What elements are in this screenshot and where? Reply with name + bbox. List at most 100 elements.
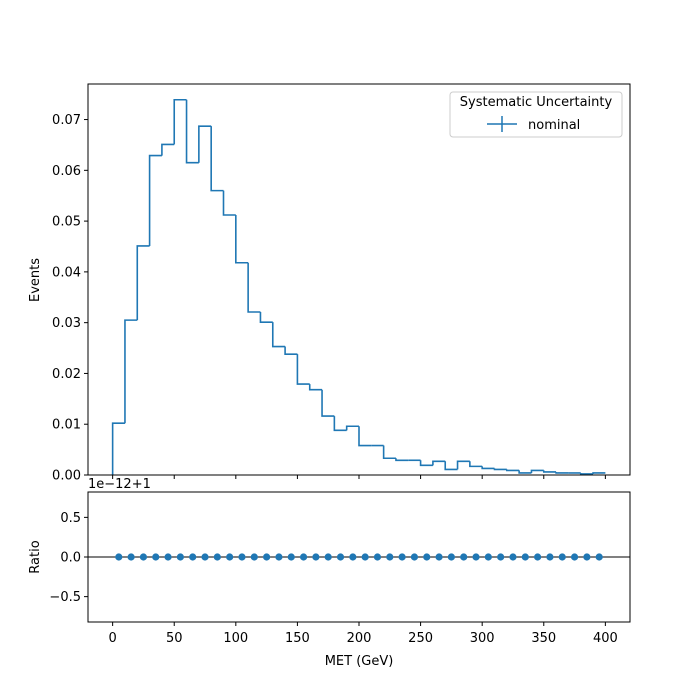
histogram-bin-29 — [469, 461, 483, 468]
ratio-point-8 — [213, 553, 221, 561]
ratio-y-tick-label: 0.0 — [60, 551, 81, 566]
ratio-plot-frame — [87, 491, 631, 623]
ratio-point-0 — [115, 553, 123, 561]
histogram-bin-8 — [210, 126, 224, 192]
histogram-bin-13 — [271, 322, 286, 348]
histogram-bin-4 — [161, 143, 175, 156]
x-tick-label: 100 — [223, 631, 248, 646]
ratio-point-22 — [386, 553, 394, 561]
main-panel: 0.000.010.020.030.040.050.060.07 Events … — [28, 83, 631, 484]
histogram-bin-14 — [284, 346, 298, 355]
ratio-point-33 — [521, 553, 529, 561]
legend-marker-nominal — [487, 116, 517, 132]
histogram-bin-16 — [308, 384, 323, 391]
ratio-point-3 — [152, 553, 160, 561]
x-tick-label: 150 — [285, 631, 310, 646]
ratio-point-1 — [127, 553, 135, 561]
ratio-point-31 — [497, 553, 505, 561]
ratio-point-25 — [423, 553, 431, 561]
histogram-bin-15 — [296, 354, 310, 385]
ratio-point-39 — [595, 553, 603, 561]
histogram-bin-1 — [124, 319, 138, 424]
ratio-point-19 — [349, 553, 357, 561]
histogram-bin-7 — [198, 125, 212, 163]
histogram-bin-36 — [555, 471, 569, 474]
ratio-point-29 — [472, 553, 480, 561]
ratio-point-7 — [201, 553, 209, 561]
histogram-bin-22 — [382, 445, 396, 460]
legend-title: Systematic Uncertainty — [460, 95, 613, 110]
ratio-y-tick-label: −0.5 — [49, 590, 81, 605]
histogram-bin-26 — [432, 460, 446, 466]
histogram-bin-0 — [111, 422, 125, 475]
histogram-bin-25 — [419, 460, 433, 467]
ratio-y-axis-label: Ratio — [28, 540, 43, 573]
ratio-point-16 — [312, 553, 320, 561]
histogram-bin-30 — [481, 466, 495, 470]
histogram-bin-19 — [345, 425, 359, 431]
ratio-point-35 — [546, 553, 554, 561]
histogram-bin-28 — [456, 460, 470, 470]
main-y-ticks: 0.00 0.01 0.02 0.03 0.04 0.05 0.06 0.07 — [52, 113, 88, 484]
ratio-point-23 — [398, 553, 406, 561]
histogram-bin-31 — [493, 468, 507, 471]
main-y-tick-label: 0.02 — [52, 367, 81, 382]
histogram-bin-11 — [247, 262, 261, 313]
main-plot-frame — [87, 83, 631, 476]
ratio-point-13 — [275, 553, 283, 561]
ratio-point-30 — [484, 553, 492, 561]
ratio-x-ticks: 0 50 100 150 200 250 300 350 400 — [108, 622, 618, 646]
ratio-point-38 — [583, 553, 591, 561]
main-y-axis-label: Events — [28, 258, 43, 302]
legend-box — [449, 91, 623, 138]
main-y-tick-label: 0.05 — [52, 215, 81, 230]
ratio-point-4 — [164, 553, 172, 561]
histogram-bin-32 — [506, 469, 520, 472]
main-y-tick-label: 0.01 — [52, 418, 81, 433]
ratio-point-2 — [139, 553, 148, 561]
histogram-bin-6 — [185, 99, 199, 164]
ratio-point-9 — [226, 553, 234, 561]
ratio-point-15 — [299, 553, 308, 561]
legend-entry-nominal: nominal — [528, 118, 580, 133]
ratio-point-18 — [336, 553, 345, 561]
main-plot-area — [88, 84, 630, 475]
histogram-bin-34 — [530, 469, 544, 473]
main-y-tick-label: 0.04 — [52, 265, 81, 280]
ratio-point-12 — [263, 553, 271, 561]
histogram-bin-2 — [136, 245, 150, 321]
ratio-point-17 — [324, 553, 332, 561]
x-tick-label: 300 — [470, 631, 495, 646]
histogram-bin-33 — [518, 470, 532, 474]
ratio-point-10 — [238, 553, 246, 561]
histogram-bin-35 — [542, 470, 557, 473]
ratio-panel: −0.5 0.0 0.5 0 50 100 150 200 250 300 350 400 1e−1… — [28, 477, 631, 669]
x-tick-label: 350 — [531, 631, 556, 646]
main-histogram — [111, 98, 606, 475]
histogram-bin-10 — [235, 215, 249, 264]
x-tick-label: 400 — [593, 631, 618, 646]
histogram-bin-3 — [148, 154, 162, 246]
x-axis-label: MET (GeV) — [325, 654, 394, 669]
x-tick-label: 50 — [166, 631, 183, 646]
x-tick-label: 200 — [347, 631, 372, 646]
main-y-tick-label: 0.00 — [52, 469, 81, 484]
histogram-bin-9 — [222, 190, 236, 216]
main-y-tick-label: 0.03 — [52, 316, 81, 331]
ratio-point-36 — [558, 553, 566, 561]
ratio-point-32 — [509, 553, 517, 561]
legend: Systematic Uncertainty nominal — [449, 91, 623, 138]
histogram-bin-18 — [333, 416, 347, 432]
ratio-point-24 — [410, 553, 419, 561]
histogram-bin-5 — [173, 98, 187, 145]
main-y-tick-label: 0.06 — [52, 164, 81, 179]
ratio-point-6 — [189, 553, 197, 561]
histogram-bin-17 — [321, 389, 335, 417]
ratio-point-20 — [361, 553, 369, 561]
ratio-point-34 — [534, 553, 542, 561]
ratio-y-tick-label: 0.5 — [60, 511, 81, 526]
histogram-bin-27 — [444, 461, 458, 471]
ratio-point-28 — [460, 553, 468, 561]
ratio-point-14 — [287, 553, 295, 561]
